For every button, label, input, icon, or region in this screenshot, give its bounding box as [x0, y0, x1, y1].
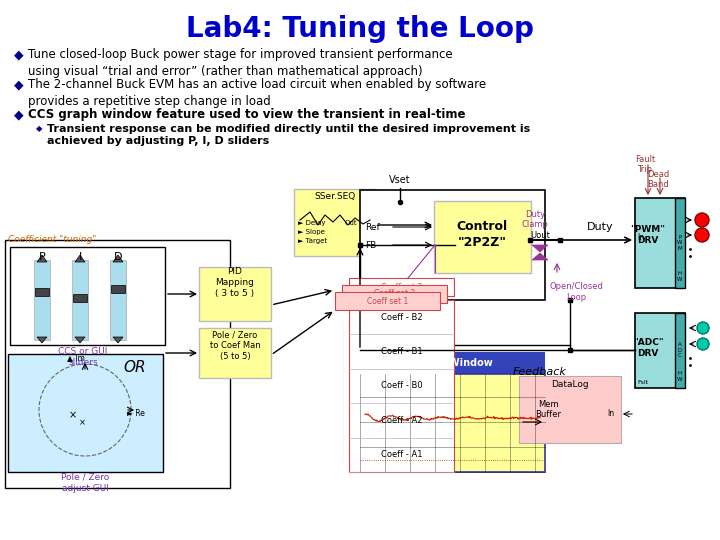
Text: Coeff set 1: Coeff set 1: [367, 296, 408, 306]
Text: ◆: ◆: [14, 78, 24, 91]
Text: Coeff - B2: Coeff - B2: [381, 313, 423, 322]
Circle shape: [697, 338, 709, 350]
Polygon shape: [532, 253, 548, 260]
FancyBboxPatch shape: [34, 260, 50, 340]
Circle shape: [695, 213, 709, 227]
Text: Vset: Vset: [390, 175, 411, 185]
FancyBboxPatch shape: [675, 198, 685, 288]
FancyBboxPatch shape: [342, 285, 447, 303]
FancyBboxPatch shape: [294, 189, 376, 256]
Text: DataLog: DataLog: [552, 380, 589, 389]
Polygon shape: [37, 255, 47, 262]
Text: Coeff - B1: Coeff - B1: [381, 347, 423, 356]
Polygon shape: [37, 337, 47, 343]
Bar: [35, 288, 49, 296]
Text: Coeff set 3: Coeff set 3: [381, 282, 422, 292]
Text: PID
Mapping
( 3 to 5 ): PID Mapping ( 3 to 5 ): [215, 267, 255, 298]
Text: ×: ×: [69, 410, 77, 420]
Polygon shape: [113, 255, 123, 262]
FancyBboxPatch shape: [199, 267, 271, 321]
Polygon shape: [113, 337, 123, 343]
Text: Mem
Buffer: Mem Buffer: [535, 400, 561, 420]
FancyBboxPatch shape: [5, 240, 230, 488]
Text: Tune closed-loop Buck power stage for improved transient performance
using visua: Tune closed-loop Buck power stage for im…: [28, 48, 453, 78]
Text: ► Slope: ► Slope: [298, 229, 325, 235]
FancyBboxPatch shape: [10, 247, 165, 345]
Text: ► Delay: ► Delay: [298, 220, 325, 226]
Text: Uout: Uout: [530, 231, 550, 240]
Text: SSer.SEQ: SSer.SEQ: [315, 192, 356, 201]
Text: P
W
M: P W M: [678, 235, 683, 251]
Text: Fault
Trip: Fault Trip: [635, 155, 655, 174]
Text: H
W: H W: [678, 271, 683, 282]
FancyBboxPatch shape: [635, 198, 685, 288]
FancyBboxPatch shape: [72, 260, 88, 340]
FancyBboxPatch shape: [519, 376, 621, 443]
FancyBboxPatch shape: [360, 352, 545, 374]
Text: Dead
Band: Dead Band: [647, 170, 669, 190]
Text: Lab4: Tuning the Loop: Lab4: Tuning the Loop: [186, 15, 534, 43]
Text: Coeff set 2: Coeff set 2: [374, 289, 415, 299]
Text: Out: Out: [345, 220, 358, 226]
Text: ◆: ◆: [36, 124, 42, 133]
FancyBboxPatch shape: [110, 260, 126, 340]
Text: ► Target: ► Target: [298, 238, 327, 244]
Circle shape: [695, 228, 709, 242]
Text: Coeff - B0: Coeff - B0: [381, 381, 423, 390]
Text: Pole / Zero
adjust GUI: Pole / Zero adjust GUI: [61, 473, 109, 493]
Text: H
W: H W: [678, 371, 683, 382]
Text: Graph Window: Graph Window: [412, 358, 493, 368]
Text: D: D: [114, 252, 122, 262]
Text: ◆: ◆: [14, 108, 24, 121]
Text: The 2-channel Buck EVM has an active load circuit when enabled by software
provi: The 2-channel Buck EVM has an active loa…: [28, 78, 486, 107]
Text: ×: ×: [79, 418, 86, 427]
Polygon shape: [532, 245, 548, 252]
FancyBboxPatch shape: [199, 328, 271, 378]
Text: Coeff - A2: Coeff - A2: [381, 416, 422, 425]
Text: Duty: Duty: [587, 222, 613, 232]
Polygon shape: [75, 255, 85, 262]
Text: Feedback: Feedback: [513, 367, 567, 377]
Text: ▲ Im: ▲ Im: [67, 353, 85, 362]
FancyBboxPatch shape: [360, 190, 545, 300]
FancyBboxPatch shape: [434, 201, 531, 273]
Text: CCS graph window feature used to view the transient in real-time: CCS graph window feature used to view th…: [28, 108, 466, 121]
Text: A
D
C: A D C: [678, 342, 682, 359]
Text: Open/Closed
Loop: Open/Closed Loop: [549, 282, 603, 302]
FancyBboxPatch shape: [349, 300, 454, 472]
Text: In: In: [637, 233, 644, 241]
Bar: [111, 285, 125, 293]
FancyBboxPatch shape: [675, 313, 685, 388]
Text: Pole / Zero
to Coef Man
(5 to 5): Pole / Zero to Coef Man (5 to 5): [210, 330, 261, 361]
Bar: [73, 294, 87, 302]
Text: ◆: ◆: [14, 48, 24, 61]
Text: In: In: [607, 409, 614, 418]
FancyBboxPatch shape: [349, 278, 454, 296]
FancyBboxPatch shape: [335, 292, 440, 310]
Text: CCS or GUI
sliders: CCS or GUI sliders: [58, 347, 108, 367]
Circle shape: [697, 322, 709, 334]
Text: ► Re: ► Re: [127, 409, 145, 418]
Text: "ADC"
DRV: "ADC" DRV: [633, 338, 663, 358]
Text: Control
"2P2Z": Control "2P2Z": [456, 220, 508, 249]
FancyBboxPatch shape: [360, 374, 545, 472]
Text: Duty
Clamp: Duty Clamp: [521, 210, 549, 230]
Text: Coefficient "tuning": Coefficient "tuning": [8, 235, 96, 244]
Text: OR: OR: [124, 360, 146, 375]
Text: Fslt: Fslt: [637, 380, 648, 384]
Text: "PWM"
DRV: "PWM" DRV: [631, 225, 665, 245]
Polygon shape: [75, 337, 85, 343]
Text: Coeff - A1: Coeff - A1: [381, 450, 422, 460]
FancyBboxPatch shape: [8, 354, 163, 472]
FancyBboxPatch shape: [635, 313, 685, 388]
Text: P: P: [39, 252, 45, 262]
Text: Ref: Ref: [365, 222, 379, 232]
Text: FB: FB: [365, 240, 377, 249]
Text: Transient response can be modified directly until the desired improvement is
ach: Transient response can be modified direc…: [47, 124, 530, 146]
Text: I: I: [78, 252, 81, 262]
